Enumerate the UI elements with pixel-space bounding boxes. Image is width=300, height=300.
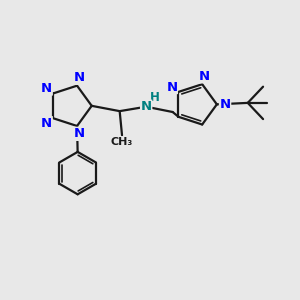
Text: N: N <box>74 127 85 140</box>
Text: N: N <box>74 71 85 84</box>
Text: N: N <box>41 82 52 95</box>
Text: N: N <box>220 98 231 111</box>
Text: CH₃: CH₃ <box>111 137 133 147</box>
Text: N: N <box>199 70 210 83</box>
Text: N: N <box>41 117 52 130</box>
Text: N: N <box>141 100 152 113</box>
Text: N: N <box>166 81 177 94</box>
Text: H: H <box>149 91 159 104</box>
